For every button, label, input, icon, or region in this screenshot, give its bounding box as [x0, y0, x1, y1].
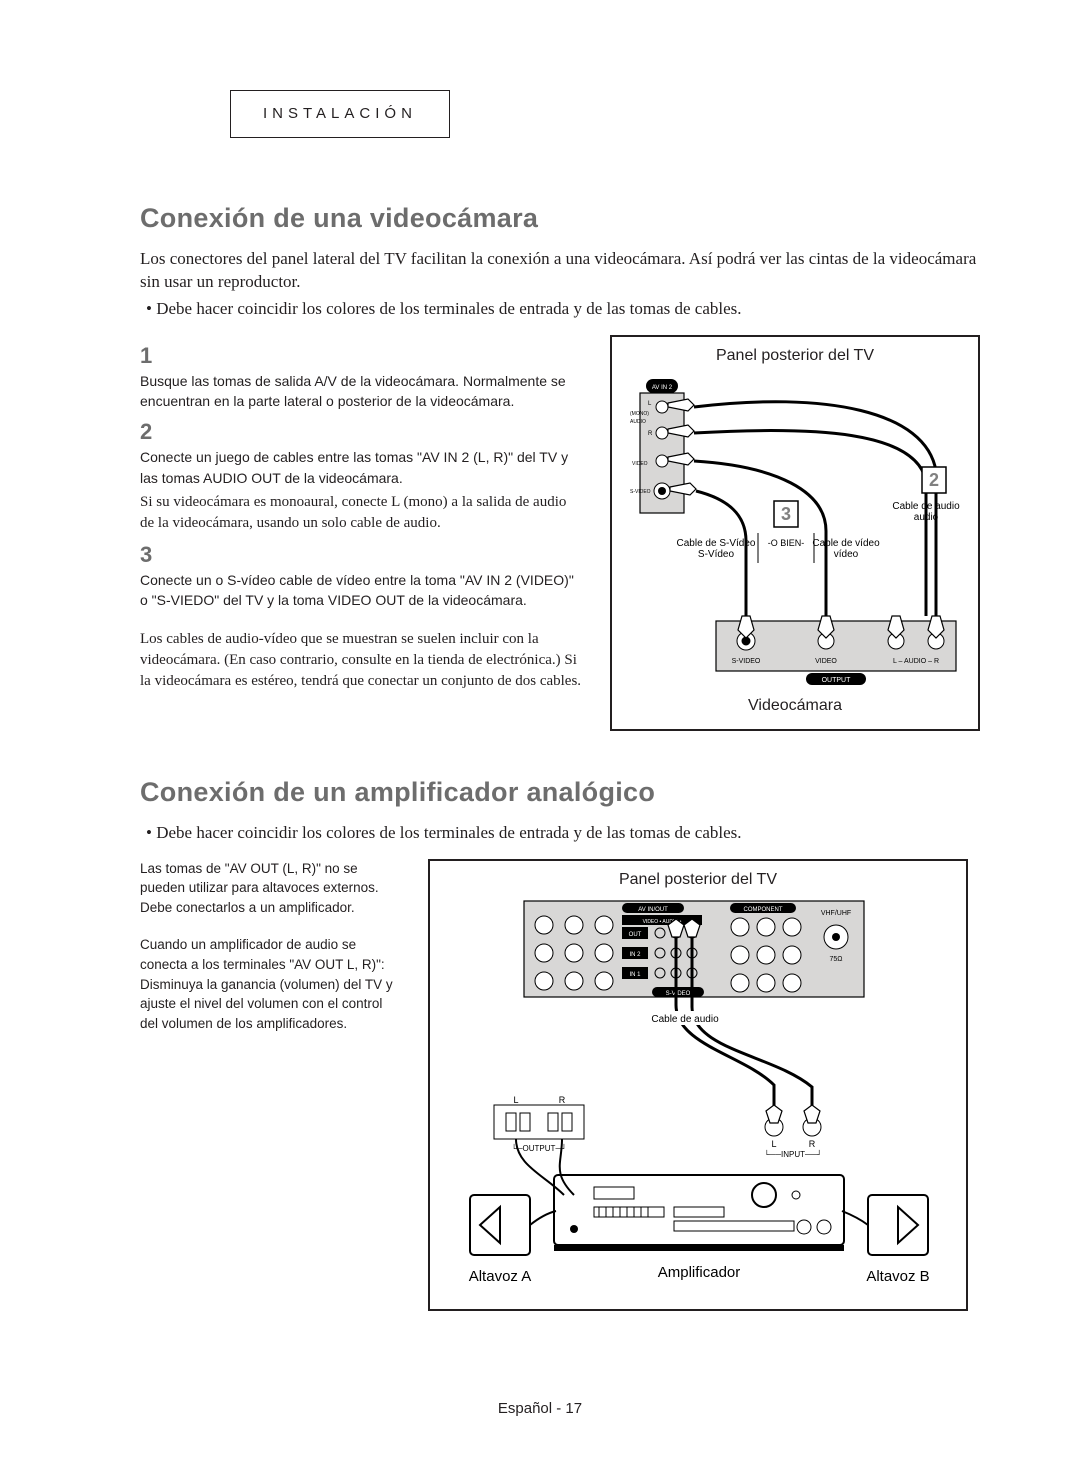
- diagram-amplificador: Panel posterior del TV AV IN/OUT VIDEO •…: [428, 859, 968, 1311]
- svg-text:Cable de audio: Cable de audio: [651, 1014, 719, 1025]
- steps-column: 1 Busque las tomas de salida A/V de la v…: [140, 335, 582, 731]
- svg-text:R: R: [559, 1095, 566, 1105]
- step-1-num: 1: [140, 343, 582, 369]
- svg-text:Altavoz B: Altavoz B: [866, 1268, 929, 1285]
- svg-text:S-Vídeo: S-Vídeo: [698, 549, 735, 560]
- svg-text:Cable de audio: Cable de audio: [892, 501, 960, 512]
- step-1-text: Busque las tomas de salida A/V de la vid…: [140, 371, 582, 412]
- step-3-num: 3: [140, 542, 582, 568]
- note-2: Cuando un amplificador de audio se conec…: [140, 935, 400, 1033]
- note-1: Las tomas de "AV OUT (L, R)" no se puede…: [140, 859, 400, 918]
- bullet-1: • Debe hacer coincidir los colores de lo…: [140, 298, 980, 321]
- svg-text:L: L: [771, 1139, 776, 1149]
- svg-text:S-VIDEO: S-VIDEO: [732, 658, 761, 665]
- step-3-text: Conecte un o S-vídeo cable de vídeo entr…: [140, 570, 582, 611]
- svg-text:2: 2: [929, 470, 939, 490]
- svg-text:audio: audio: [914, 512, 939, 523]
- videocam-diagram-svg: AV IN 2 L (MONO) AUDIO R VIDEO S-VIDEO: [626, 371, 966, 691]
- svg-text:Altavoz A: Altavoz A: [469, 1268, 532, 1285]
- page-footer: Español - 17: [0, 1400, 1080, 1417]
- amp-diagram-svg: AV IN/OUT VIDEO • AUDIO • OUT IN 2 IN 1 …: [444, 895, 954, 1295]
- svg-text:AV IN 2: AV IN 2: [652, 385, 673, 391]
- diagram-videocamara: Panel posterior del TV AV IN 2 L (MONO) …: [610, 335, 980, 731]
- svg-text:VHF/UHF: VHF/UHF: [821, 910, 851, 917]
- svg-text:Cable de vídeo: Cable de vídeo: [812, 538, 880, 549]
- section-tab-label: Instalación: [263, 105, 417, 122]
- svg-text:S-VIDEO: S-VIDEO: [630, 489, 651, 495]
- step-2-note: Si su videocámara es monoaural, conecte …: [140, 492, 582, 534]
- svg-text:R: R: [648, 431, 653, 437]
- svg-text:OUT: OUT: [629, 932, 642, 938]
- diagram-title-1: Panel posterior del TV: [626, 347, 964, 365]
- svg-text:OUTPUT: OUTPUT: [822, 677, 852, 684]
- svg-text:R: R: [809, 1139, 816, 1149]
- intro-text: Los conectores del panel lateral del TV …: [140, 248, 980, 294]
- step-2-text: Conecte un juego de cables entre las tom…: [140, 447, 582, 488]
- section-tab: Instalación: [230, 90, 450, 138]
- svg-text:IN 2: IN 2: [629, 952, 641, 958]
- svg-text:└──INPUT──┘: └──INPUT──┘: [764, 1149, 822, 1159]
- svg-text:75Ω: 75Ω: [829, 956, 842, 963]
- svg-text:L: L: [513, 1095, 518, 1105]
- section-videocamara: Conexión de una videocámara Los conector…: [140, 203, 980, 731]
- step-2-num: 2: [140, 419, 582, 445]
- bullet-2: • Debe hacer coincidir los colores de lo…: [140, 822, 980, 845]
- svg-text:vídeo: vídeo: [834, 549, 859, 560]
- svg-text:COMPONENT: COMPONENT: [744, 907, 783, 913]
- svg-text:Cable de S-Vídeo: Cable de S-Vídeo: [677, 538, 756, 549]
- svg-text:3: 3: [781, 504, 791, 524]
- svg-text:-O BIEN-: -O BIEN-: [768, 538, 805, 548]
- svg-text:(MONO): (MONO): [630, 411, 649, 417]
- svg-text:VIDEO: VIDEO: [632, 461, 648, 467]
- section-amplificador: Conexión de un amplificador analógico • …: [140, 777, 980, 1311]
- diagram-caption-1: Videocámara: [626, 697, 964, 715]
- diagram-title-2: Panel posterior del TV: [444, 871, 952, 889]
- svg-text:L – AUDIO – R: L – AUDIO – R: [893, 658, 939, 665]
- svg-text:AV IN/OUT: AV IN/OUT: [638, 907, 668, 913]
- title-videocamara: Conexión de una videocámara: [140, 203, 980, 234]
- steps-footnote: Los cables de audio-vídeo que se muestra…: [140, 629, 582, 692]
- amp-notes: Las tomas de "AV OUT (L, R)" no se puede…: [140, 859, 400, 1311]
- svg-text:S-VIDEO: S-VIDEO: [666, 991, 691, 997]
- svg-text:AUDIO: AUDIO: [630, 419, 646, 425]
- svg-text:Amplificador: Amplificador: [658, 1264, 741, 1281]
- svg-text:IN 1: IN 1: [629, 972, 641, 978]
- svg-text:VIDEO: VIDEO: [815, 658, 837, 665]
- title-amplificador: Conexión de un amplificador analógico: [140, 777, 980, 808]
